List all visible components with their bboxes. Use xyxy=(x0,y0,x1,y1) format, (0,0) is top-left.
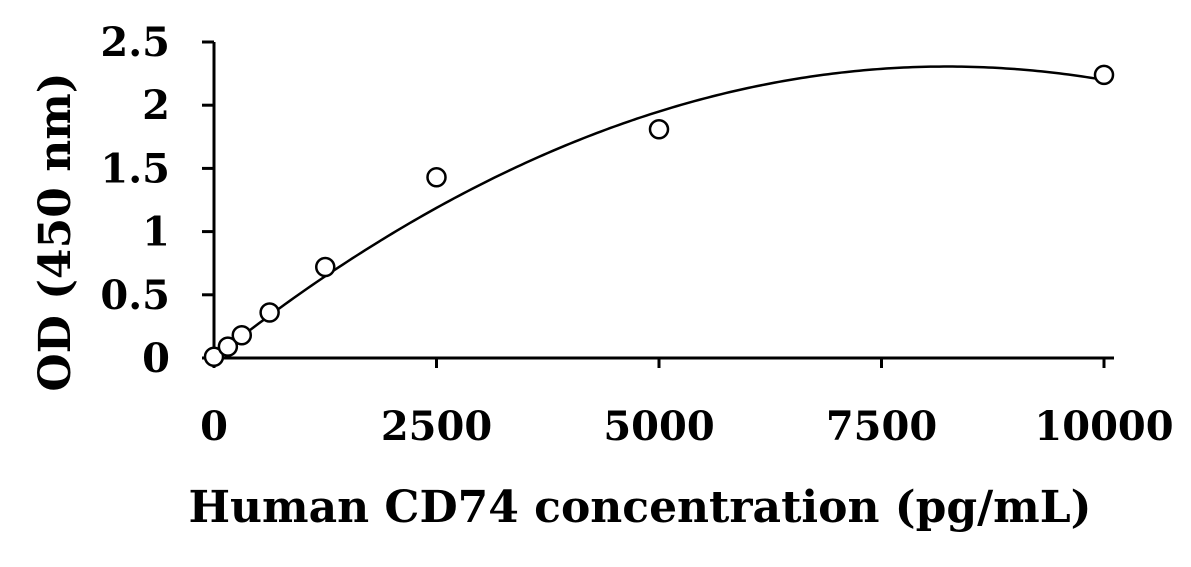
y-axis-label: OD (450 nm) xyxy=(30,72,81,391)
data-point xyxy=(315,256,336,278)
data-point xyxy=(1093,64,1115,86)
data-point xyxy=(203,346,225,367)
data-point xyxy=(648,118,670,140)
y-tick-label: 1.5 xyxy=(100,145,170,192)
x-axis-label: Human CD74 concentration (pg/mL) xyxy=(188,482,1091,533)
y-tick-label: 0.5 xyxy=(100,272,170,319)
trendline xyxy=(213,65,1105,359)
x-tick-label: 7500 xyxy=(826,403,937,450)
x-tick-label: 5000 xyxy=(603,403,714,450)
y-tick-label: 2.5 xyxy=(100,19,170,66)
x-tick-label: 0 xyxy=(200,403,228,450)
data-point xyxy=(217,336,239,357)
data-point xyxy=(231,324,253,346)
tick-labels: 0 0.5 1 1.5 2 2.5 0 2500 5000 7500 10000 xyxy=(100,19,1173,450)
data-point xyxy=(426,166,447,188)
data-points xyxy=(203,64,1115,367)
y-tick-label: 0 xyxy=(142,335,170,382)
x-tick-label: 2500 xyxy=(381,403,492,450)
y-tick-label: 1 xyxy=(142,209,170,256)
trendline-layer xyxy=(213,65,1105,359)
data-point xyxy=(259,302,280,323)
x-tick-label: 10000 xyxy=(1034,403,1173,450)
axes xyxy=(202,40,1114,368)
y-tick-label: 2 xyxy=(142,82,170,129)
